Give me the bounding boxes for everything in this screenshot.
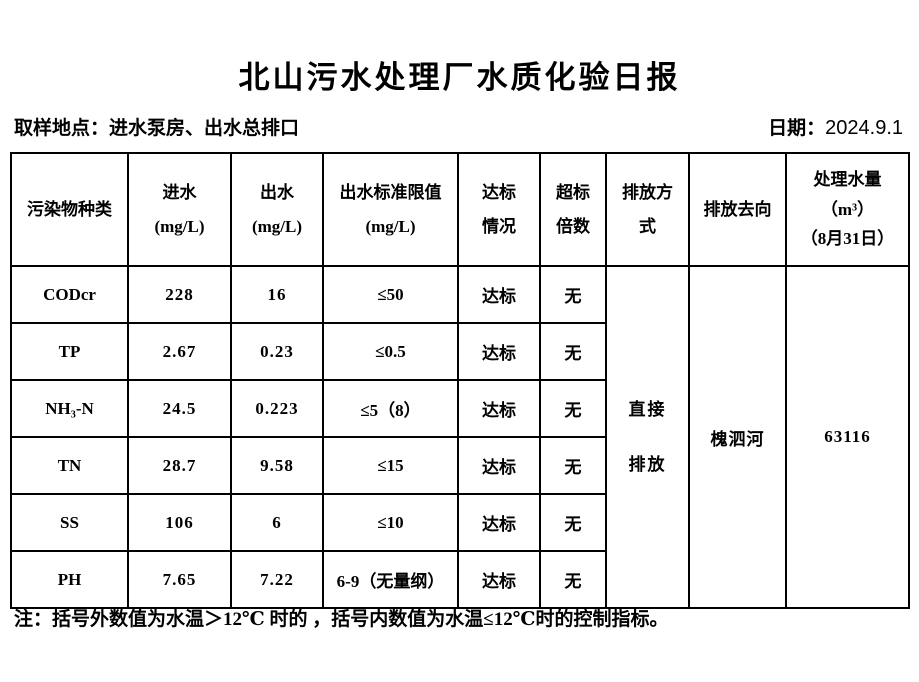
header-outflow: 出水 (mg/L): [230, 152, 324, 267]
exceedance-cell: 无: [539, 436, 607, 495]
header-inflow: 进水 (mg/L): [127, 152, 232, 267]
exceedance-cell: 无: [539, 322, 607, 381]
footnote: 注：括号外数值为水温＞12℃ 时的 ，括号内数值为水温≤12℃时的控制指标。: [14, 609, 669, 630]
compliance-status-cell: 达标: [457, 379, 541, 438]
table-row: TN 28.7 9.58 ≤15 达标 无: [10, 436, 909, 495]
report-date: 日期：2024.9.1: [768, 113, 903, 140]
limit-value-cell: ≤50: [322, 265, 459, 324]
header-exceedance: 超标 倍数: [539, 152, 607, 267]
outflow-value-cell: 16: [230, 265, 324, 324]
inflow-value-cell: 228: [127, 265, 232, 324]
limit-value-cell: ≤0.5: [322, 322, 459, 381]
inflow-value-cell: 106: [127, 493, 232, 552]
outflow-value-cell: 9.58: [230, 436, 324, 495]
report-date-label: 日期：: [768, 118, 826, 139]
exceedance-cell: 无: [539, 379, 607, 438]
pollutant-name-cell: NH₃-N: [10, 379, 129, 438]
pollutant-name-cell: TP: [10, 322, 129, 381]
header-pollutant-type: 污染物种类: [10, 152, 129, 267]
table-row: SS 106 6 ≤10 达标 无: [10, 493, 909, 552]
compliance-status-cell: 达标: [457, 436, 541, 495]
outflow-value-cell: 0.223: [230, 379, 324, 438]
treated-volume-cell: 63116: [785, 265, 910, 609]
header-treated-volume: 处理水量 （m³） （8月31日）: [785, 152, 910, 267]
page-title: 北山污水处理厂水质化验日报: [238, 60, 681, 95]
limit-value-cell: ≤5（8）: [322, 379, 459, 438]
limit-value-cell: ≤15: [322, 436, 459, 495]
compliance-status-cell: 达标: [457, 550, 541, 609]
table-row: NH₃-N 24.5 0.223 ≤5（8） 达标 无: [10, 379, 909, 438]
inflow-value-cell: 7.65: [127, 550, 232, 609]
pollutant-name-cell: CODcr: [10, 265, 129, 324]
compliance-status-cell: 达标: [457, 493, 541, 552]
water-quality-table: 污染物种类 进水 (mg/L) 出水 (mg/L) 出水标准限值 (mg/L) …: [10, 152, 910, 609]
header-outflow-limit: 出水标准限值 (mg/L): [322, 152, 459, 267]
table-row: TP 2.67 0.23 ≤0.5 达标 无: [10, 322, 909, 381]
sampling-location: 取样地点：进水泵房、出水总排口: [14, 118, 300, 139]
table-row: PH 7.65 7.22 6-9（无量纲） 达标 无: [10, 550, 909, 609]
table-row: CODcr 228 16 ≤50 达标 无 直接 排放 槐泗河 63116: [10, 265, 910, 609]
compliance-status-cell: 达标: [457, 322, 541, 381]
inflow-value-cell: 28.7: [127, 436, 232, 495]
limit-value-cell: ≤10: [322, 493, 459, 552]
exceedance-cell: 无: [539, 550, 607, 609]
outflow-value-cell: 0.23: [230, 322, 324, 381]
exceedance-cell: 无: [539, 265, 607, 324]
meta-row: 取样地点：进水泵房、出水总排口 日期：2024.9.1: [14, 113, 903, 140]
header-discharge-method: 排放方 式: [605, 152, 690, 267]
limit-value-cell: 6-9（无量纲）: [322, 550, 459, 609]
discharge-method-cell: 直接 排放: [605, 265, 690, 609]
table-header-row: 污染物种类 进水 (mg/L) 出水 (mg/L) 出水标准限值 (mg/L) …: [10, 152, 910, 267]
outflow-value-cell: 7.22: [230, 550, 324, 609]
pollutant-name-cell: SS: [10, 493, 129, 552]
compliance-status-cell: 达标: [457, 265, 541, 324]
exceedance-cell: 无: [539, 493, 607, 552]
header-discharge-destination: 排放去向: [688, 152, 787, 267]
pollutant-name-cell: PH: [10, 550, 129, 609]
pollutant-name-cell: TN: [10, 436, 129, 495]
discharge-destination-cell: 槐泗河: [688, 265, 787, 609]
header-compliance: 达标 情况: [457, 152, 541, 267]
report-date-value: 2024.9.1: [825, 117, 903, 139]
inflow-value-cell: 2.67: [127, 322, 232, 381]
inflow-value-cell: 24.5: [127, 379, 232, 438]
outflow-value-cell: 6: [230, 493, 324, 552]
